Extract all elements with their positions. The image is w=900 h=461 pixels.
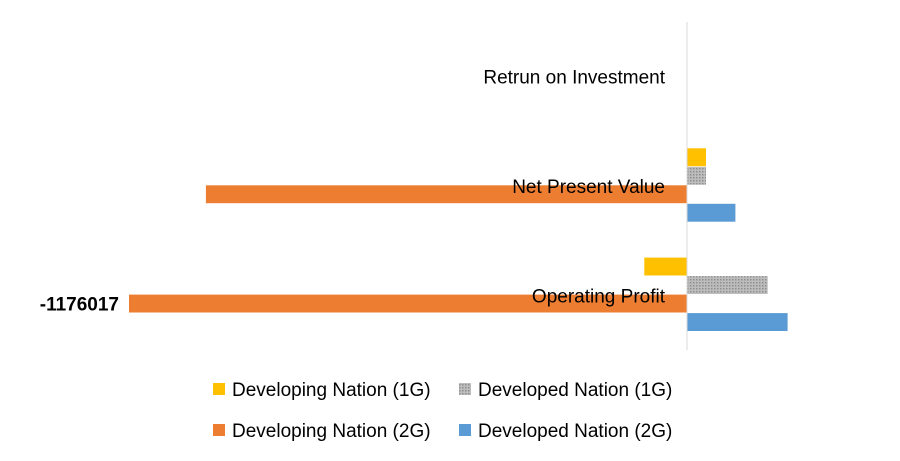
legend-swatch-developing-nation-1g <box>213 383 225 395</box>
bar-developed-nation-1g-operating-profit <box>687 276 768 294</box>
bar-developed-nation-2g-operating-profit <box>687 313 788 331</box>
legend-swatch-developed-nation-1g <box>459 383 471 395</box>
legend-label-developing-nation-1g: Developing Nation (1G) <box>232 380 431 401</box>
legend: Developing Nation (1G) Developed Nation (… <box>213 380 672 442</box>
category-label-retrun-on-investment: Retrun on Investment <box>483 68 665 89</box>
data-labels: -1176017 <box>40 295 119 316</box>
bar-developing-nation-2g-operating-profit <box>129 294 687 313</box>
legend-label-developing-nation-2g: Developing Nation (2G) <box>232 421 431 442</box>
category-label-operating-profit: Operating Profit <box>532 286 666 307</box>
category-labels: Operating Profit Net Present Value Retrun … <box>483 68 665 308</box>
bar-developing-nation-2g-net-present-value <box>205 185 687 204</box>
legend-label-developed-nation-2g: Developed Nation (2G) <box>478 421 672 442</box>
bar-developing-nation-1g-operating-profit <box>644 257 687 276</box>
data-label-developing-nation-2g-operating-profit: -1176017 <box>40 295 119 316</box>
bars-layer <box>129 148 788 331</box>
bar-developed-nation-1g-net-present-value <box>687 166 706 185</box>
category-label-net-present-value: Net Present Value <box>512 177 665 198</box>
legend-label-developed-nation-1g: Developed Nation (1G) <box>478 380 672 401</box>
bar-developed-nation-2g-net-present-value <box>687 203 736 222</box>
legend-swatch-developed-nation-2g <box>459 424 471 436</box>
legend-swatch-developing-nation-2g <box>213 424 225 436</box>
bar-developing-nation-1g-net-present-value <box>687 148 706 167</box>
